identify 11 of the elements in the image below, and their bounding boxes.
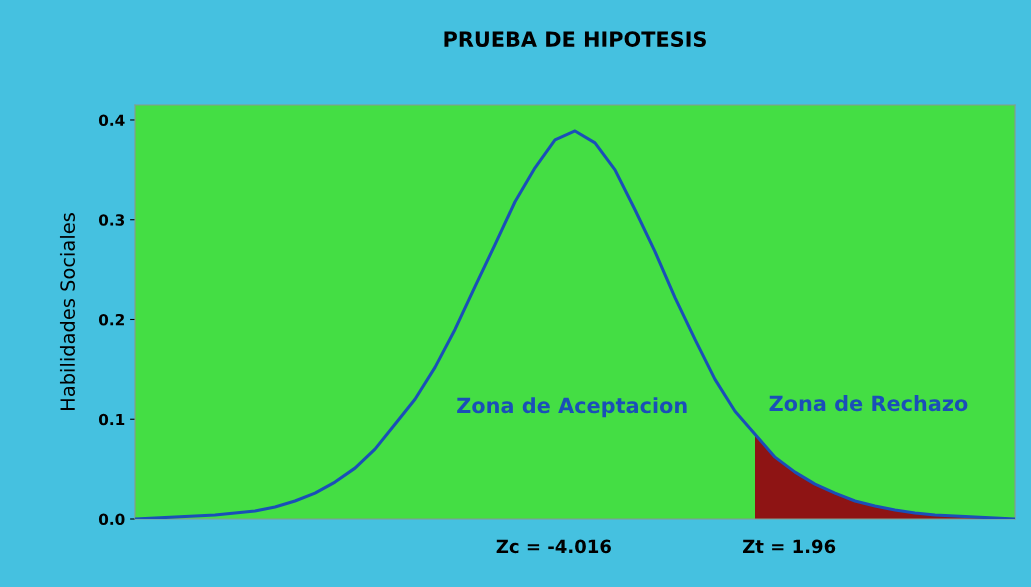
annotation: Zona de Aceptacion (457, 397, 687, 418)
y-tick-label: 0.1 (98, 413, 125, 426)
y-tick-label: 0.2 (98, 313, 124, 326)
y-axis-title: Habilidades Sociales (59, 213, 75, 410)
text: Zc = -4.016 (496, 539, 611, 554)
y-tick-label: 0.3 (98, 214, 125, 226)
y-tick-label: 0.4 (98, 114, 125, 126)
text: Zt = 1.96 (743, 539, 836, 554)
chart-title: PRUEBA DE HIPOTESIS (444, 31, 706, 47)
y-tick-label: 0.0 (98, 513, 125, 526)
annotation: Zona de Rechazo (769, 395, 968, 412)
